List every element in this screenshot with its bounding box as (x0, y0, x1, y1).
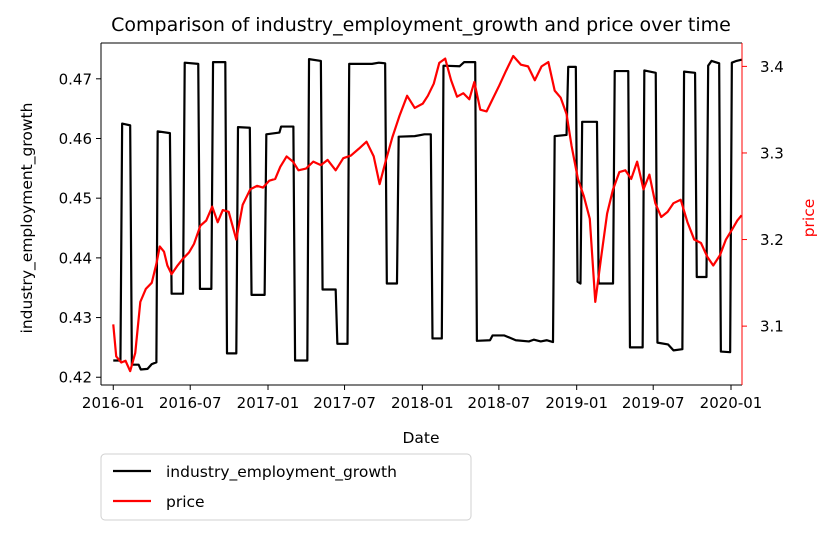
series-line-price (112, 54, 743, 373)
x-tick-label: 2016-01 (82, 394, 145, 412)
right-y-tick-label: 3.1 (760, 318, 784, 336)
x-tick-label: 2017-01 (237, 394, 300, 412)
x-tick-label: 2019-07 (622, 394, 685, 412)
left-y-tick-label: 0.45 (59, 190, 92, 208)
axes: 2016-01 2016-07 2017-01 2017-07 2018-01 2018-… (59, 42, 784, 412)
legend: industry_employment_growth price (100, 453, 472, 521)
x-tick-label: 2020-01 (700, 394, 763, 412)
left-y-tick-label: 0.47 (59, 70, 92, 88)
right-y-tick-label: 3.3 (760, 144, 784, 162)
left-y-tick-label: 0.42 (59, 369, 92, 387)
x-tick-label: 2018-07 (468, 394, 531, 412)
x-tick-label: 2017-07 (313, 394, 376, 412)
x-tick-label: 2018-01 (391, 394, 454, 412)
legend-label-price: price (166, 493, 205, 511)
right-y-axis-title: price (800, 199, 818, 238)
legend-frame (100, 453, 472, 521)
chart-title: Comparison of industry_employment_growth… (111, 14, 731, 36)
x-tick-label: 2016-07 (159, 394, 222, 412)
left-y-tick-label: 0.46 (59, 130, 92, 148)
right-y-tick-label: 3.2 (760, 231, 784, 249)
x-axis-title: Date (402, 429, 439, 447)
left-y-tick-label: 0.43 (59, 309, 92, 327)
x-tick-label: 2019-01 (545, 394, 608, 412)
left-y-axis-title: industry_employment_growth (18, 103, 37, 334)
right-y-tick-label: 3.4 (760, 58, 784, 76)
series-line-industry-employment-growth (113, 58, 742, 371)
legend-label-industry-employment-growth: industry_employment_growth (166, 463, 397, 482)
plot-area (112, 54, 743, 373)
left-y-tick-label: 0.44 (59, 249, 92, 267)
